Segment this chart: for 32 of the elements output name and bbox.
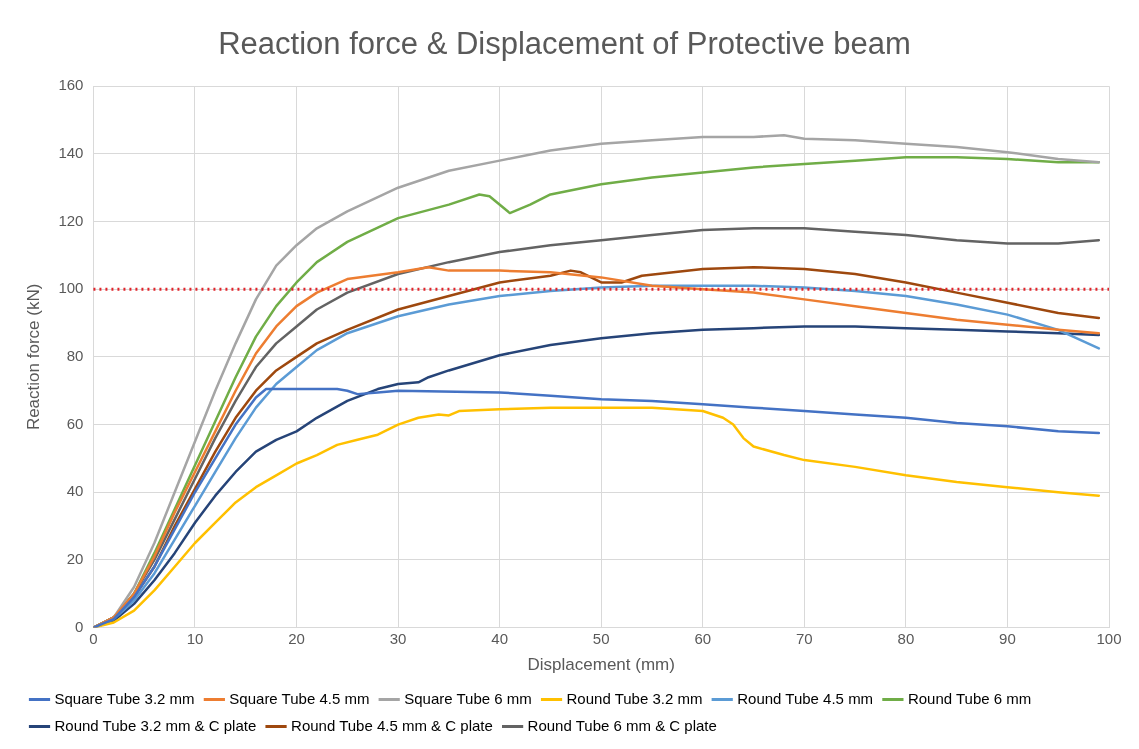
y-tick-label: 120 (58, 211, 84, 229)
legend-label: Round Tube 3.2 mm & C plate (54, 716, 257, 734)
legend-label: Square Tube 6 mm (404, 689, 532, 707)
y-tick-label: 160 (58, 76, 84, 94)
x-tick-label: 20 (288, 629, 305, 647)
y-tick-label: 100 (58, 279, 84, 297)
chart-title: Reaction force & Displacement of Protective beam (218, 26, 911, 62)
y-tick-label: 60 (66, 414, 84, 432)
y-tick-label: 140 (58, 144, 84, 162)
x-tick-label: 40 (491, 629, 508, 647)
legend-label: Square Tube 4.5 mm (229, 689, 370, 707)
x-tick-label: 80 (897, 629, 915, 647)
x-tick-label: 100 (1096, 629, 1122, 647)
legend-label: Square Tube 3.2 mm (54, 689, 195, 707)
x-axis-title: Displacement (mm) (527, 655, 675, 675)
y-tick-label: 40 (66, 482, 84, 500)
legend-label: Round Tube 4.5 mm (737, 689, 874, 707)
x-tick-label: 30 (389, 629, 407, 647)
x-tick-label: 10 (186, 629, 204, 647)
x-tick-label: 70 (795, 629, 813, 647)
x-tick-label: 50 (592, 629, 610, 647)
y-tick-label: 0 (75, 617, 84, 635)
legend-label: Round Tube 6 mm (907, 689, 1032, 707)
y-axis-title: Reaction force (kN) (23, 283, 43, 431)
legend-label: Round Tube 4.5 mm & C plate (291, 716, 493, 734)
y-tick-label: 80 (66, 347, 84, 365)
y-tick-label: 20 (66, 550, 84, 568)
x-tick-label: 60 (694, 629, 712, 647)
x-tick-label: 90 (999, 629, 1016, 647)
x-tick-label: 0 (89, 629, 98, 647)
legend-label: Round Tube 6 mm & C plate (527, 716, 717, 734)
legend-label: Round Tube 3.2 mm (566, 689, 703, 707)
